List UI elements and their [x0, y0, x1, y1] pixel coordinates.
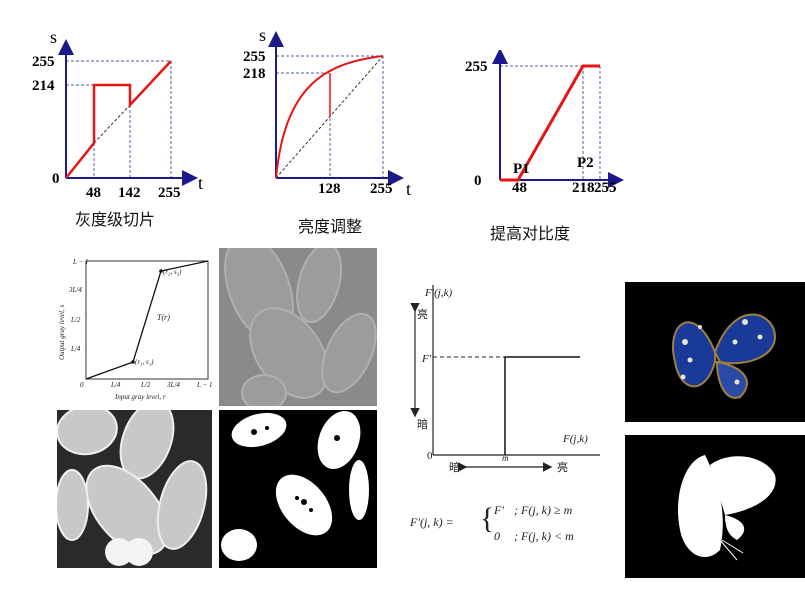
- label-f-prime: F′: [421, 353, 432, 365]
- x-axis-title: Input gray level, r: [114, 393, 166, 401]
- slicing-curve: [65, 60, 172, 179]
- y-tick-l-1: L − 1: [72, 258, 89, 266]
- x-tick-255: 255: [158, 185, 181, 201]
- label-origin: 0: [427, 450, 433, 462]
- label-dark-y: 暗: [417, 417, 428, 431]
- x-tick-255: 255: [370, 181, 393, 197]
- x-tick-255: 255: [594, 180, 617, 196]
- formula-case2-cond: ; F(j, k) < m: [514, 529, 574, 543]
- contrast-graph: 255 0 P1 P2 48 218 255: [465, 50, 624, 196]
- formula-case1-value: F′: [493, 503, 504, 517]
- point-r1-s1: (r₁, s₁): [135, 358, 154, 366]
- caption-gray-slicing: 灰度级切片: [75, 210, 156, 229]
- brightness-graph: s t 255 218 128 255: [243, 25, 411, 199]
- y-tick-255: 255: [32, 54, 55, 70]
- x-tick-48: 48: [512, 180, 527, 196]
- label-dark-x: 暗: [449, 460, 460, 474]
- y-tick-0: 0: [52, 171, 60, 187]
- x-tick-48: 48: [86, 185, 101, 201]
- x-tick-128: 128: [318, 181, 341, 197]
- x-tick-l4: L/4: [110, 381, 121, 389]
- pollen-image-low-contrast: [219, 248, 377, 406]
- y-tick-214: 214: [32, 78, 55, 94]
- stretching-plot: L − 1 3L/4 L/2 L/4 0 L/4 L/2 3L/4 L − 1 …: [58, 258, 213, 401]
- x-tick-218: 218: [572, 180, 595, 196]
- y-tick-0: 0: [474, 173, 482, 189]
- label-bright-y: 亮: [417, 307, 428, 321]
- y-tick-255: 255: [243, 49, 266, 65]
- threshold-formula: F′(j, k) = { F′ ; F(j, k) ≥ m 0 ; F(j, k…: [410, 502, 574, 543]
- svg-text:{: {: [480, 502, 494, 535]
- threshold-plot: F′(j,k) F(j,k) 亮 暗 F′ 0 m 暗 亮: [410, 285, 600, 474]
- y-tick-255: 255: [465, 59, 488, 75]
- y-tick-l2: L/2: [70, 316, 81, 324]
- x-tick-3l4: 3L/4: [166, 381, 180, 389]
- butterfly-mask-image: [625, 435, 805, 578]
- caption-brightness: 亮度调整: [298, 217, 363, 236]
- formula-case2-value: 0: [494, 529, 500, 543]
- y-label: s: [50, 27, 57, 47]
- x-label: t: [406, 179, 411, 199]
- x-label: t: [198, 173, 203, 193]
- x-axis-title: F(j,k): [562, 433, 588, 445]
- x-tick-142: 142: [118, 185, 141, 201]
- curve-label: T(r): [157, 313, 170, 322]
- point-p2: P2: [577, 155, 594, 171]
- y-axis-title: Output gray level, s: [58, 305, 66, 360]
- y-label: s: [259, 25, 266, 45]
- label-bright-x: 亮: [557, 460, 568, 474]
- threshold-step: [504, 356, 580, 455]
- pollen-image-stretched: [57, 410, 212, 568]
- y-tick-218: 218: [243, 66, 266, 82]
- butterfly-image: [625, 282, 805, 422]
- point-p1: P1: [513, 161, 530, 177]
- y-tick-3l4: 3L/4: [68, 286, 82, 294]
- point-r2-s2: (r₂, s₂): [163, 268, 182, 276]
- y-tick-l4: L/4: [70, 345, 81, 353]
- x-tick-l2: L/2: [140, 381, 151, 389]
- label-m: m: [502, 453, 509, 463]
- caption-contrast: 提高对比度: [490, 224, 571, 243]
- x-tick-l-1: L − 1: [196, 381, 213, 389]
- formula-lhs: F′(j, k) =: [410, 515, 454, 529]
- x-tick-0: 0: [80, 381, 84, 389]
- pollen-image-threshold: [219, 410, 377, 568]
- formula-case1-cond: ; F(j, k) ≥ m: [514, 503, 573, 517]
- y-axis-title: F′(j,k): [424, 287, 452, 299]
- brightness-curve: [275, 55, 384, 179]
- gray-slicing-graph: s t 255 214 0 48 142 255: [32, 27, 203, 201]
- t-of-r-curve: [85, 260, 209, 380]
- contrast-curve: [500, 64, 600, 182]
